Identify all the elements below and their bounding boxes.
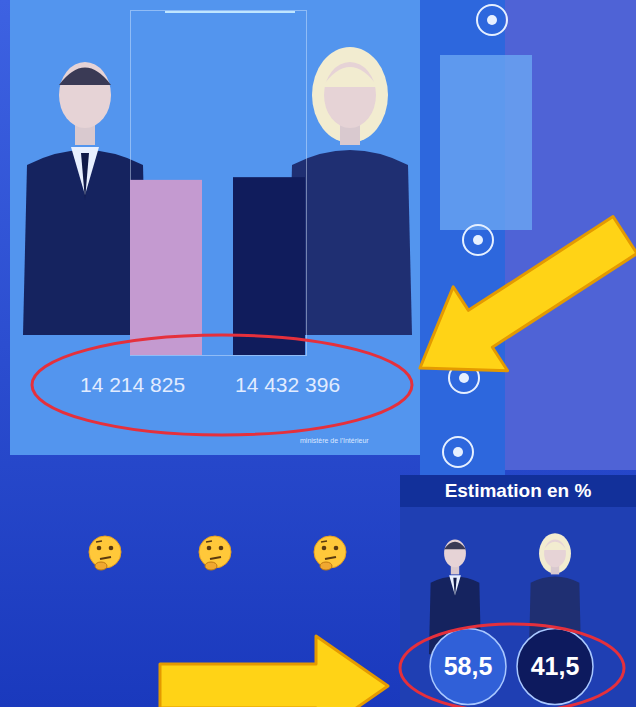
svg-text:41,5: 41,5	[531, 652, 580, 680]
svg-text:14 214 825: 14 214 825	[80, 373, 185, 396]
html-text:Estimation en %: Estimation en %	[444, 480, 592, 501]
svg-text:14 432 396: 14 432 396	[235, 373, 340, 396]
html-text:ministère de l'Intérieur: ministère de l'Intérieur	[300, 437, 369, 444]
svg-text:58,5: 58,5	[444, 652, 493, 680]
